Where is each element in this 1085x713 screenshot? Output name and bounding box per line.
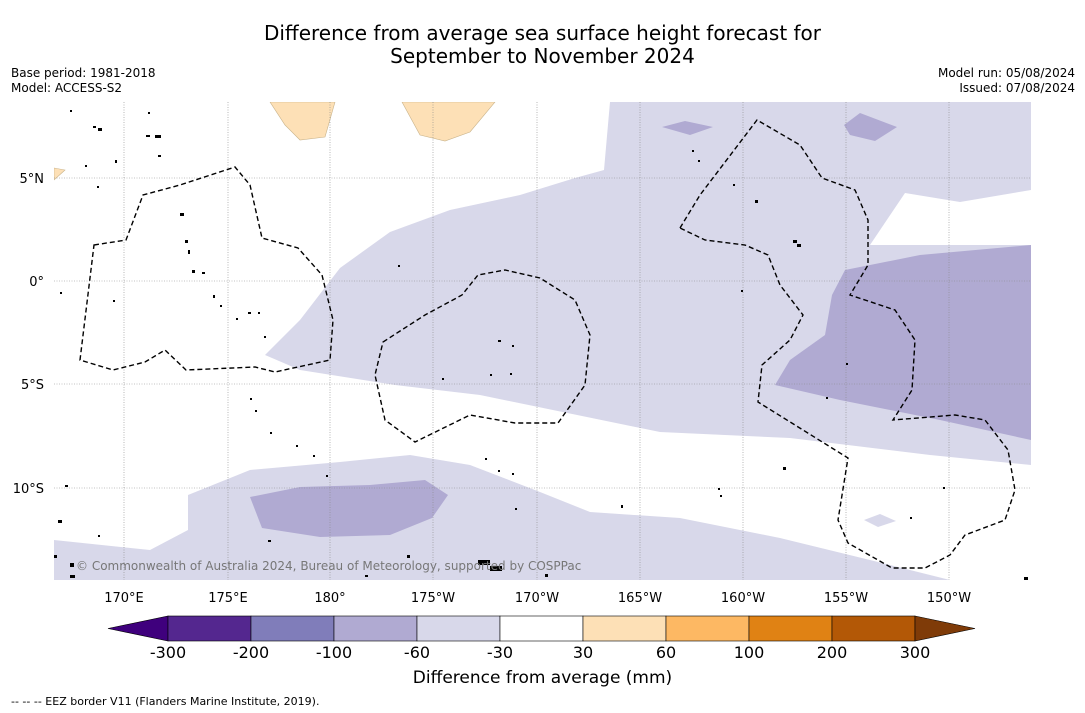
meta-right: Model run: 05/08/2024 Issued: 07/08/2024 [938, 66, 1075, 96]
title-line-2: September to November 2024 [390, 44, 695, 68]
colorbar-segment [250, 615, 335, 642]
issued-date: Issued: 07/08/2024 [959, 81, 1075, 95]
eez-border-central [374, 269, 591, 443]
colorbar-segment [167, 615, 252, 642]
colorbar-tick-label: -100 [315, 643, 353, 662]
colorbar-tick-label: 300 [899, 643, 931, 662]
lat-label: 5°S [21, 378, 44, 393]
lat-label: 10°S [13, 482, 44, 497]
meta-left: Base period: 1981-2018 Model: ACCESS-S2 [11, 66, 156, 96]
lon-label: 165°W [618, 591, 662, 606]
lat-label: 5°N [20, 172, 45, 187]
colorbar-tick-label: 100 [733, 643, 765, 662]
base-period: Base period: 1981-2018 [11, 66, 156, 80]
colorbar-tick-label: -60 [403, 643, 431, 662]
copyright-notice: © Commonwealth of Australia 2024, Bureau… [76, 559, 581, 573]
title-line-1: Difference from average sea surface heig… [263, 21, 822, 45]
lon-label: 170°E [104, 591, 144, 606]
model-name: Model: ACCESS-S2 [11, 81, 123, 95]
lon-label: 175°W [411, 591, 455, 606]
colorbar-segment [665, 615, 750, 642]
anomaly-region-orange-3 [54, 167, 66, 181]
colorbar-segment [499, 615, 584, 642]
colorbar-segment [333, 615, 418, 642]
colorbar-segment [831, 615, 916, 642]
colorbar-title: Difference from average (mm) [412, 668, 673, 688]
latitude-labels: 5°N 0° 5°S 10°S [13, 172, 44, 497]
colorbar-tick-label: -300 [149, 643, 187, 662]
anomaly-region-orange-2 [401, 102, 496, 142]
model-run: Model run: 05/08/2024 [937, 66, 1075, 80]
colorbar-segment [582, 615, 667, 642]
anomaly-region-medium-north-2 [844, 113, 897, 141]
lat-label: 0° [29, 275, 44, 290]
map-title: Difference from average sea surface heig… [0, 22, 1085, 68]
eez-border-east [679, 119, 1016, 569]
colorbar-extend-high [914, 615, 976, 642]
colorbar-segment [416, 615, 501, 642]
colorbar-tick-label: -30 [486, 643, 514, 662]
colorbar-tick-label: 200 [816, 643, 848, 662]
islands [54, 110, 1028, 580]
anomaly-region-light-south [54, 455, 950, 580]
eez-borders [79, 119, 1016, 569]
eez-legend-note: -- -- -- EEZ border V11 (Flanders Marine… [11, 695, 320, 708]
colorbar [107, 615, 976, 642]
lon-label: 175°E [208, 591, 248, 606]
eez-border-west [79, 166, 334, 373]
anomaly-region-medium-east [775, 245, 1031, 440]
colorbar-tick-label: 60 [655, 643, 677, 662]
lon-label: 170°W [515, 591, 559, 606]
anomaly-region-medium-south [250, 480, 448, 537]
anomaly-region-light-small [864, 514, 896, 527]
lon-label: 160°W [721, 591, 765, 606]
colorbar-segment [748, 615, 833, 642]
graticule [54, 102, 1031, 580]
anomaly-region-medium-north-1 [662, 121, 713, 135]
longitude-labels: 170°E 175°E 180° 175°W 170°W 165°W 160°W 155°W 1… [104, 591, 971, 606]
anomaly-region-orange-1 [269, 102, 336, 141]
colorbar-extend-low [107, 615, 169, 642]
lon-label: 180° [314, 591, 345, 606]
colorbar-tick-label: -200 [232, 643, 270, 662]
lon-label: 155°W [824, 591, 868, 606]
colorbar-tick-label: 30 [572, 643, 594, 662]
map-area: © Commonwealth of Australia 2024, Bureau… [54, 102, 1031, 580]
lon-label: 150°W [927, 591, 971, 606]
